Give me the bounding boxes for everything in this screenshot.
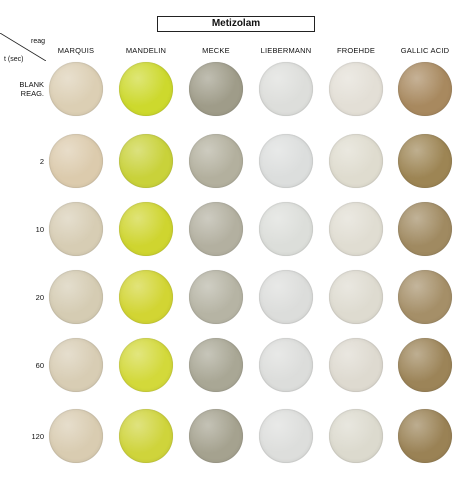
test-well-mandelin [119,62,173,116]
column-header-froehde: FROEHDE [336,46,376,55]
title-box: Metizolam [157,16,315,32]
test-well-marquis [49,270,103,324]
column-header-liebermann: LIEBERMANN [260,46,312,55]
test-well-liebermann [259,134,313,188]
column-header-mecke: MECKE [202,46,230,55]
corner-diagonal-divider [0,33,46,61]
test-well-mandelin [119,134,173,188]
test-well-marquis [49,409,103,463]
row-header-time: 120 [31,431,44,441]
test-well-gallic-acid [398,202,452,256]
test-well-mecke [189,62,243,116]
test-well-liebermann [259,409,313,463]
test-well-marquis [49,202,103,256]
test-well-mecke [189,134,243,188]
test-well-gallic-acid [398,270,452,324]
test-well-gallic-acid [398,338,452,392]
row-header-time: 10 [35,224,44,234]
test-well-mecke [189,409,243,463]
test-well-mandelin [119,270,173,324]
test-well-froehde [329,134,383,188]
test-well-liebermann [259,62,313,116]
column-header-mandelin: MANDELIN [125,46,167,55]
test-well-liebermann [259,202,313,256]
test-well-mecke [189,202,243,256]
test-well-gallic-acid [398,62,452,116]
test-well-froehde [329,338,383,392]
test-well-marquis [49,134,103,188]
test-well-mandelin [119,338,173,392]
row-header-time: 20 [35,292,44,302]
test-well-mecke [189,270,243,324]
reagent-axis-label: reag [31,38,46,45]
column-header-gallic-acid: GALLIC ACID [400,46,450,55]
test-well-gallic-acid [398,409,452,463]
test-well-froehde [329,270,383,324]
test-well-mandelin [119,202,173,256]
row-header-time: 60 [35,360,44,370]
test-well-gallic-acid [398,134,452,188]
row-header-time: 2 [39,156,44,166]
test-well-liebermann [259,270,313,324]
test-well-froehde [329,409,383,463]
test-well-mandelin [119,409,173,463]
test-well-marquis [49,338,103,392]
row-header-time: BLANK REAG. [19,80,44,98]
test-well-mecke [189,338,243,392]
test-well-marquis [49,62,103,116]
test-well-froehde [329,62,383,116]
test-well-froehde [329,202,383,256]
time-axis-label: t (sec) [4,56,24,63]
column-header-marquis: MARQUIS [57,46,95,55]
test-well-liebermann [259,338,313,392]
